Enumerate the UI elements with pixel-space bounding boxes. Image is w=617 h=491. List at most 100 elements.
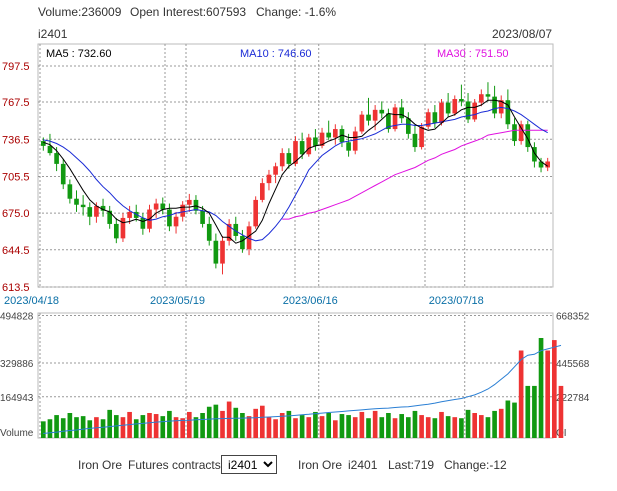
- volume-bar: [299, 415, 305, 438]
- date-tick-label: 2023/06/16: [283, 295, 338, 307]
- ma5-line: [43, 99, 548, 244]
- candle-body: [293, 141, 298, 164]
- candle-body: [266, 174, 272, 184]
- date-tick-label: 2023/05/19: [150, 295, 205, 307]
- volume-bar: [213, 404, 219, 438]
- candle-body: [226, 223, 232, 241]
- candle-body: [133, 211, 139, 218]
- candle-body: [87, 207, 93, 217]
- product-name-2: Iron Ore: [298, 458, 343, 472]
- candle-body: [326, 132, 332, 138]
- volume-bar: [512, 402, 517, 438]
- volume-bar: [366, 418, 371, 438]
- volume-bar: [399, 414, 405, 438]
- date-label: 2023/08/07: [492, 27, 553, 41]
- candle-body: [332, 129, 338, 138]
- candle-body: [359, 114, 365, 132]
- date-tick-label: 2023/07/18: [429, 295, 484, 307]
- volume-bar: [545, 350, 551, 438]
- candle-body: [286, 153, 292, 164]
- candle-body: [107, 210, 113, 224]
- change-readout: Change: -1.6%: [256, 5, 337, 19]
- candle-body: [512, 124, 517, 142]
- candle-body: [213, 240, 219, 264]
- candle-body: [545, 161, 551, 168]
- candle-body: [240, 235, 245, 250]
- price-tick-label: 644.5: [2, 245, 30, 257]
- candle-body: [160, 203, 166, 210]
- volume-bar: [259, 405, 265, 438]
- volume-bar: [432, 418, 438, 438]
- volume-tick-label: 329886: [0, 359, 34, 370]
- volume-bar: [153, 414, 159, 438]
- volume-bar: [113, 415, 119, 438]
- volume-bar: [133, 419, 139, 438]
- volume-bar: [492, 410, 497, 438]
- candle-body: [313, 137, 318, 146]
- volume-bar: [505, 400, 511, 438]
- volume-bar: [100, 419, 106, 438]
- volume-bar: [518, 350, 524, 438]
- candle-body: [392, 107, 398, 130]
- oi-tick-label: 445568: [556, 359, 590, 370]
- volume-bar: [40, 421, 46, 438]
- volume-bar: [538, 338, 544, 438]
- volume-bar: [525, 385, 531, 438]
- contracts-label: Futures contracts: [128, 458, 221, 472]
- volume-bar: [193, 417, 199, 438]
- volume-bar: [319, 416, 325, 438]
- volume-bar: [558, 385, 564, 438]
- date-tick-label: 2023/04/18: [4, 295, 59, 307]
- candle-body: [425, 112, 431, 127]
- volume-bar: [346, 415, 351, 438]
- volume-bar: [392, 418, 398, 438]
- volume-bar: [233, 407, 239, 438]
- volume-bar: [445, 416, 451, 438]
- candle-body: [47, 145, 53, 154]
- volume-bar: [339, 414, 345, 438]
- volume-bar: [386, 413, 391, 438]
- price-tick-label: 767.5: [2, 97, 30, 109]
- candle-body: [432, 112, 438, 124]
- volume-bar: [107, 409, 113, 438]
- volume-bar: [67, 413, 73, 438]
- candle-body: [40, 141, 46, 146]
- candle-body: [246, 226, 252, 250]
- candle-body: [498, 100, 504, 114]
- candle-body: [100, 205, 106, 211]
- candle-body: [60, 163, 66, 185]
- volume-bar: [180, 418, 186, 438]
- volume-bar: [313, 411, 318, 438]
- volume-bar: [286, 410, 292, 438]
- volume-bar: [54, 415, 59, 438]
- volume-bar: [379, 417, 385, 438]
- volume-bar: [478, 415, 484, 438]
- oi-tick-label: 222784: [556, 393, 590, 404]
- candle-body: [439, 102, 444, 124]
- price-tick-label: 675.0: [2, 208, 30, 220]
- candle-body: [412, 133, 418, 148]
- candle-body: [518, 124, 524, 142]
- contract-select[interactable]: i2401: [221, 455, 277, 474]
- candle-body: [180, 204, 186, 217]
- candle-body: [279, 153, 285, 167]
- candle-body: [492, 96, 497, 114]
- candle-body: [74, 198, 79, 205]
- candle-body: [478, 94, 484, 103]
- candle-body: [206, 223, 212, 241]
- volume-bar: [87, 420, 93, 438]
- candle-body: [113, 223, 119, 239]
- volume-bar: [120, 417, 126, 438]
- volume-bar: [293, 418, 298, 438]
- candle-body: [173, 216, 179, 227]
- candle-body: [253, 199, 259, 227]
- price-tick-label: 797.5: [2, 61, 30, 73]
- price-tick-label: 736.5: [2, 134, 30, 146]
- volume-bar: [352, 417, 358, 438]
- candle-body: [525, 124, 531, 148]
- volume-bar: [551, 340, 557, 438]
- volume-bar: [74, 417, 79, 438]
- candle-body: [233, 223, 239, 236]
- volume-bar: [532, 385, 537, 438]
- ma10-line: [43, 106, 548, 242]
